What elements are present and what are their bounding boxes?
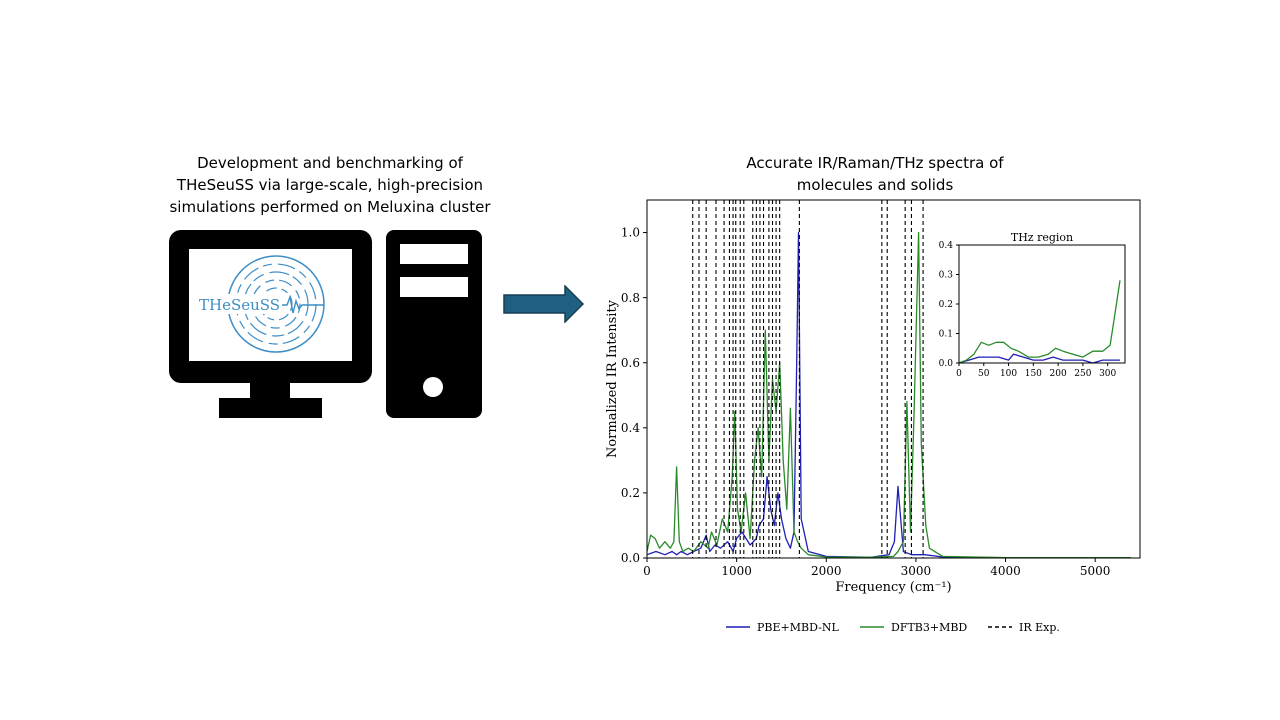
inset-x-tick-label-4: 200 xyxy=(1050,369,1067,379)
main-y-tick-label-4: 0.8 xyxy=(621,291,640,305)
y-axis-label: Normalized IR Intensity xyxy=(605,299,620,458)
main-series-1 xyxy=(646,231,1131,559)
legend-pbe-label: PBE+MBD-NL xyxy=(757,621,839,634)
inset-y-tick-label-2: 0.2 xyxy=(939,300,953,310)
inset-y-tick-label-0: 0.0 xyxy=(939,359,954,369)
main-x-tick-label-1: 1000 xyxy=(721,564,752,578)
main-y-tick-label-1: 0.2 xyxy=(621,486,640,500)
main-y-tick-label-2: 0.4 xyxy=(621,421,640,435)
inset-y-tick-label-4: 0.4 xyxy=(939,241,954,251)
ir-spectrum-chart: 0 1000 2000 3000 4000 50000.00.20.40.60.81.0 … xyxy=(605,199,1141,634)
left-caption: Development and benchmarking of THeSeuSS… xyxy=(150,152,510,218)
inset-y-tick-label-1: 0.1 xyxy=(939,330,953,340)
right-caption-line-2: molecules and solids xyxy=(796,176,954,194)
inset-title: THz region xyxy=(1011,231,1073,244)
x-axis-label: Frequency (cm⁻¹) xyxy=(835,580,951,595)
left-caption-line-3: simulations performed on Meluxina cluste… xyxy=(169,198,491,216)
main-x-tick-label-5: 5000 xyxy=(1080,564,1111,578)
main-y-tick-label-0: 0.0 xyxy=(621,551,640,565)
main-y-tick-label-5: 1.0 xyxy=(621,226,640,240)
inset-background xyxy=(927,227,1133,393)
main-x-tick-label-0: 0 xyxy=(643,564,651,578)
main-x-tick-label-3: 3000 xyxy=(901,564,932,578)
logo-text: THeSeuSS xyxy=(199,296,280,314)
monitor-stand xyxy=(219,398,322,418)
pc-tower-bay-1 xyxy=(400,244,468,264)
right-caption-line-1: Accurate IR/Raman/THz spectra of xyxy=(746,154,1004,172)
main-x-tick-label-4: 4000 xyxy=(990,564,1021,578)
inset-x-tick-label-0: 0 xyxy=(956,369,962,379)
right-arrow-icon xyxy=(503,285,585,323)
left-caption-line-2: THeSeuSS via large-scale, high-precision xyxy=(176,176,484,194)
inset-x-tick-label-1: 50 xyxy=(978,369,990,379)
legend-exp-label: IR Exp. xyxy=(1019,621,1060,634)
chart-legend: PBE+MBD-NL DFTB3+MBD IR Exp. xyxy=(726,621,1060,634)
theseuss-logo: THeSeuSS xyxy=(196,255,325,353)
inset-x-tick-label-3: 150 xyxy=(1025,369,1042,379)
inset-y-tick-label-3: 0.3 xyxy=(939,271,954,281)
monitor-neck xyxy=(250,380,290,400)
main-x-tick-label-2: 2000 xyxy=(811,564,842,578)
right-caption: Accurate IR/Raman/THz spectra of molecul… xyxy=(690,152,1060,196)
inset-series-1 xyxy=(958,280,1121,364)
main-frame xyxy=(646,199,1141,559)
inset-x-tick-label-2: 100 xyxy=(1000,369,1017,379)
thz-inset: 0 50 100 150 200 250 300 0.0 0.1 0.2 0.3 0.4 THz re… xyxy=(939,231,1126,379)
inset-axes: 0 50 100 150 200 250 300 0.0 0.1 0.2 0.3 0.4 xyxy=(939,241,1126,379)
left-caption-line-1: Development and benchmarking of xyxy=(197,154,463,172)
inset-x-tick-label-6: 300 xyxy=(1099,369,1116,379)
pc-tower-button xyxy=(423,377,443,397)
inset-x-tick-label-5: 250 xyxy=(1074,369,1091,379)
pc-tower-bay-2 xyxy=(400,277,468,297)
main-y-tick-label-3: 0.6 xyxy=(621,356,640,370)
main-plot-area xyxy=(646,200,1131,559)
computer-icon: THeSeuSS xyxy=(169,230,482,418)
logo-waveform-icon xyxy=(282,294,324,314)
legend-dftb-label: DFTB3+MBD xyxy=(891,621,967,634)
